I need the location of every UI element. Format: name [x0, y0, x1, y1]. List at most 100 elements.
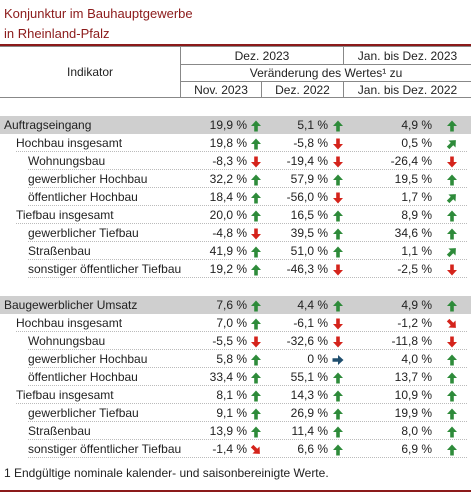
bottom-divider [0, 490, 471, 492]
arrow-up-icon [250, 299, 262, 312]
row-divider [28, 385, 467, 386]
arrow-down-icon [332, 191, 344, 204]
row-label: Tiefbau insgesamt [16, 208, 114, 222]
arrow-up-icon [332, 299, 344, 312]
header-veraenderung: Veränderung des Wertes¹ zu [249, 66, 403, 80]
arrow-down-icon [250, 155, 262, 168]
row-value-col3: 4,9 % [401, 298, 432, 312]
row-divider [28, 259, 467, 260]
row-divider [28, 241, 467, 242]
row-divider [16, 151, 467, 152]
table-row: gewerblicher Hochbau 5,8 % 0 % 4,0 % [0, 350, 471, 368]
arrow-up-icon [250, 371, 262, 384]
row-value-col3: 6,9 % [401, 442, 432, 456]
row-divider [28, 367, 467, 368]
arrow-up-icon [250, 173, 262, 186]
row-value-col3: 13,7 % [394, 370, 432, 384]
row-value-col2: 51,0 % [290, 244, 328, 258]
row-label: Hochbau insgesamt [16, 136, 123, 150]
row-value-col3: -26,4 % [390, 154, 432, 168]
table-row: gewerblicher Hochbau 32,2 % 57,9 % 19,5 % [0, 170, 471, 188]
row-label: Auftragseingang [4, 118, 92, 132]
row-label: gewerblicher Hochbau [28, 352, 148, 366]
table-row: Wohnungsbau -5,5 % -32,6 % -11,8 % [0, 332, 471, 350]
arrow-up-icon [446, 227, 458, 240]
arrow-up-icon [446, 299, 458, 312]
table-row: öffentlicher Hochbau 33,4 % 55,1 % 13,7 % [0, 368, 471, 386]
row-value-col2: 26,9 % [290, 406, 328, 420]
row-value-col2: 11,4 % [291, 424, 328, 438]
arrow-up-icon [250, 317, 262, 330]
arrow-up-icon [250, 407, 262, 420]
section-gap [0, 278, 471, 296]
header-jan-bis-2022: Jan. bis Dez. 2022 [357, 83, 458, 97]
row-label: gewerblicher Hochbau [28, 172, 148, 186]
row-value-col1: -4,8 % [212, 226, 247, 240]
header-vline-2 [343, 46, 344, 64]
table-row: Hochbau insgesamt 19,8 % -5,8 % 0,5 % [0, 134, 471, 152]
row-value-col3: 4,9 % [401, 118, 432, 132]
row-value-col1: 33,4 % [209, 370, 247, 384]
row-value-col1: 20,0 % [209, 208, 247, 222]
row-value-col3: -2,5 % [397, 262, 432, 276]
table-header: Indikator Dez. 2023 Jan. bis Dez. 2023 V… [0, 46, 471, 98]
arrow-up-icon [332, 425, 344, 438]
arrow-up-icon [446, 353, 458, 366]
row-label: gewerblicher Tiefbau [28, 226, 139, 240]
row-divider [28, 439, 467, 440]
row-divider [16, 331, 467, 332]
arrow-up-icon [332, 443, 344, 456]
arrow-up-icon [250, 209, 262, 222]
row-label: Straßenbau [28, 244, 91, 258]
arrow-down-icon [250, 335, 262, 348]
arrow-down-right-icon [250, 443, 262, 455]
arrow-down-icon [332, 263, 344, 276]
arrow-up-icon [446, 443, 458, 456]
header-jan-bis-2023: Jan. bis Dez. 2023 [357, 49, 458, 63]
row-value-col2: -5,8 % [293, 136, 328, 150]
row-value-col3: 8,9 % [401, 208, 432, 222]
row-divider [16, 223, 467, 224]
row-label: Wohnungsbau [28, 334, 106, 348]
table-row: gewerblicher Tiefbau -4,8 % 39,5 % 34,6 % [0, 224, 471, 242]
row-value-col3: 19,9 % [394, 406, 432, 420]
table-row: sonstiger öffentlicher Tiefbau 19,2 % -46,… [0, 260, 471, 278]
row-value-col3: 8,0 % [401, 424, 432, 438]
header-indikator: Indikator [66, 65, 114, 79]
table-row: Wohnungsbau -8,3 % -19,4 % -26,4 % [0, 152, 471, 170]
arrow-up-icon [332, 173, 344, 186]
header-vline-1 [180, 46, 181, 98]
arrow-up-icon [332, 371, 344, 384]
row-value-col1: 8,1 % [216, 388, 247, 402]
row-value-col3: 1,7 % [401, 190, 432, 204]
arrow-up-icon [446, 407, 458, 420]
arrow-up-icon [446, 371, 458, 384]
row-divider [28, 169, 467, 170]
arrow-up-right-icon [446, 191, 458, 204]
row-value-col3: 4,0 % [401, 352, 432, 366]
row-value-col1: -5,5 % [212, 334, 247, 348]
row-value-col2: 4,4 % [297, 298, 328, 312]
arrow-down-right-icon [446, 317, 458, 329]
row-value-col2: -19,4 % [286, 154, 328, 168]
arrow-up-icon [250, 137, 262, 150]
row-label: gewerblicher Tiefbau [28, 406, 139, 420]
arrow-up-icon [332, 245, 344, 258]
title-line-2: in Rheinland-Pfalz [4, 26, 110, 41]
table-section-row: Auftragseingang 19,9 % 5,1 % 4,9 % [0, 116, 471, 134]
row-value-col2: 39,5 % [290, 226, 328, 240]
row-value-col1: 7,0 % [216, 316, 247, 330]
arrow-up-icon [250, 389, 262, 402]
row-value-col1: -8,3 % [212, 154, 247, 168]
header-dez2022: Dez. 2022 [275, 83, 330, 97]
row-value-col1: 32,2 % [209, 172, 247, 186]
table-row: Straßenbau 13,9 % 11,4 % 8,0 % [0, 422, 471, 440]
row-value-col1: 13,9 % [209, 424, 247, 438]
arrow-down-icon [332, 155, 344, 168]
row-value-col2: -56,0 % [286, 190, 328, 204]
title-divider [0, 44, 471, 46]
row-value-col1: 7,6 % [216, 298, 247, 312]
row-value-col3: 19,5 % [394, 172, 432, 186]
arrow-down-icon [332, 137, 344, 150]
